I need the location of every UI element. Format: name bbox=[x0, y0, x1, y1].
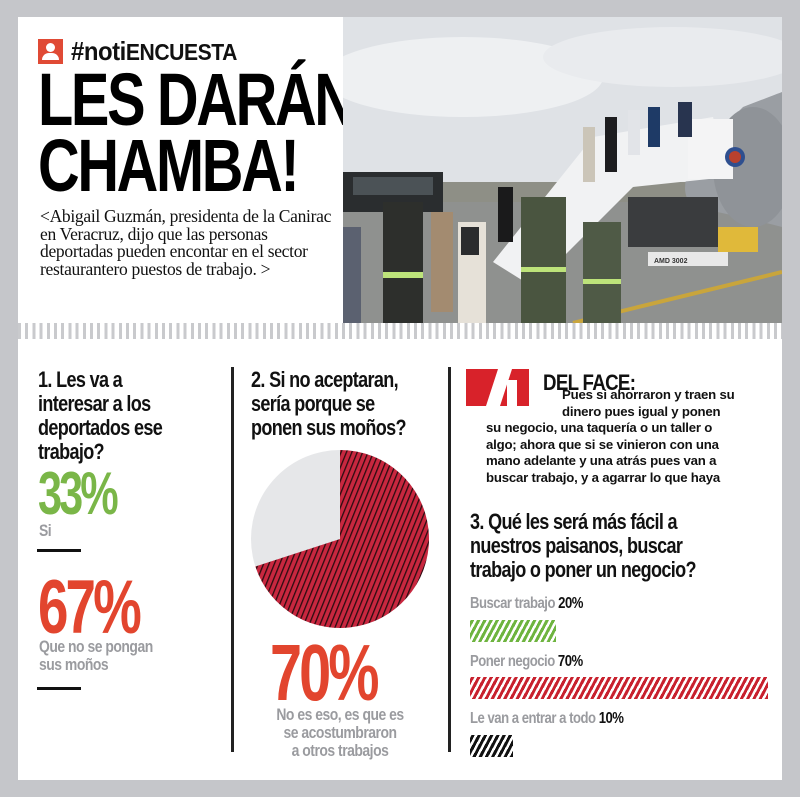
headline-line-1: LES DARÁN bbox=[38, 58, 356, 141]
headline: LES DARÁN CHAMBA! bbox=[38, 58, 356, 207]
news-photo: AMD 3002 bbox=[343, 17, 782, 323]
hashtag-row: #notiENCUESTA bbox=[38, 36, 251, 67]
tick-divider bbox=[18, 323, 782, 339]
hashtag: #notiENCUESTA bbox=[71, 36, 237, 66]
answer-yes-label: Si bbox=[39, 521, 52, 540]
headline-line-2: CHAMBA! bbox=[38, 124, 300, 207]
bar-label-buscar-trabajo: Buscar trabajo 20% bbox=[470, 595, 583, 612]
del-face-title: DEL FACE: bbox=[543, 370, 636, 395]
pie-label: No es eso, es que es se acostumbraron a … bbox=[276, 705, 404, 760]
answer-no-label: Que no se pongan sus moños bbox=[39, 637, 153, 674]
lede-text: <Abigail Guzmán, presidenta de la Canira… bbox=[40, 206, 332, 279]
rule-2 bbox=[37, 687, 81, 690]
column-divider-1 bbox=[231, 367, 234, 752]
pie-slice-70 bbox=[255, 450, 430, 628]
user-icon bbox=[38, 39, 63, 64]
bar-le-van-a-entrar bbox=[470, 735, 513, 757]
question-3-title: 3. Qué les será más fácil a nuestros pai… bbox=[470, 509, 696, 582]
airplane-stairs-illustration: AMD 3002 bbox=[343, 17, 782, 323]
del-face-quote: Pues si ahorraron y traen su dinero pues… bbox=[486, 387, 735, 485]
question-1-title: 1. Les va a interesar a los deportados e… bbox=[38, 367, 163, 464]
question-2-title: 2. Si no aceptaran, sería porque se pone… bbox=[251, 367, 407, 440]
bar-buscar-trabajo bbox=[470, 620, 556, 642]
quote-icon bbox=[466, 369, 529, 406]
bar-label-le-van-a-entrar: Le van a entrar a todo 10% bbox=[470, 710, 624, 727]
svg-text:AMD 3002: AMD 3002 bbox=[654, 258, 688, 265]
bar-label-poner-negocio: Poner negocio 70% bbox=[470, 653, 583, 670]
infographic-panel: #notiENCUESTA LES DARÁN CHAMBA! <Abigail… bbox=[18, 17, 782, 780]
answer-no-pct: 67% bbox=[38, 565, 142, 650]
column-divider-2 bbox=[448, 367, 451, 752]
bar-poner-negocio bbox=[470, 677, 768, 699]
pie-pct: 70% bbox=[270, 628, 380, 717]
answer-yes-pct: 33% bbox=[38, 460, 119, 527]
rule-1 bbox=[37, 549, 81, 552]
pie-chart bbox=[251, 450, 430, 628]
